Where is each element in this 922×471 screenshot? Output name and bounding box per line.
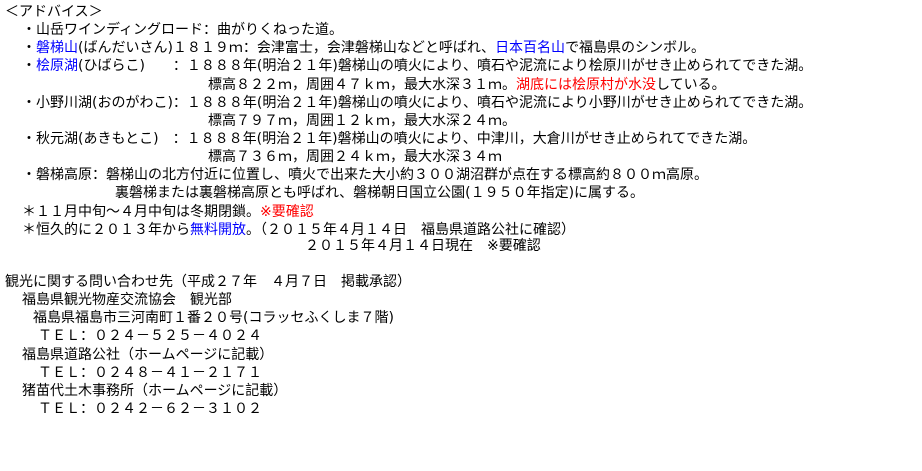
text: 猪苗代土木事務所（ホームページに記載）: [22, 383, 288, 399]
text: 裏磐梯または裏磐梯高原とも呼ばれ、磐梯朝日国立公園(１９５０年指定)に属する。: [115, 185, 645, 201]
text: ・秋元湖(あきもとこ) ：１８８８年(明治２１年)磐梯山の噴火により、中津川，大…: [22, 131, 757, 147]
line: ＊１１月中旬～４月中旬は冬期閉鎖。※要確認: [22, 203, 314, 221]
text: ＜アドバイス＞: [5, 4, 103, 20]
link-text[interactable]: 無料開放: [190, 222, 246, 238]
text: (ばんだいさん)１８１９ｍ：会津富士，会津磐梯山などと呼ばれ、: [78, 40, 496, 56]
line: ・桧原湖(ひばらこ) ：１８８８年(明治２１年)磐梯山の噴火により、噴石や泥流に…: [22, 57, 812, 75]
link-text[interactable]: 磐梯山: [36, 40, 78, 56]
text: ＊１１月中旬～４月中旬は冬期閉鎖。: [22, 204, 260, 220]
line: ＴＥＬ：０２４２－６２－３１０２: [38, 400, 262, 418]
text: ２０１５年４月１４日現在 ※要確認: [305, 238, 541, 254]
line: 猪苗代土木事務所（ホームページに記載）: [22, 382, 287, 400]
line: 裏磐梯または裏磐梯高原とも呼ばれ、磐梯朝日国立公園(１９５０年指定)に属する。: [115, 184, 644, 202]
line: ＴＥＬ：０２４－５２５－４０２４: [38, 327, 262, 345]
text: (ひばらこ) ：１８８８年(明治２１年)磐梯山の噴火により、噴石や泥流により桧原…: [78, 58, 813, 74]
highlight-text: ※要確認: [260, 204, 314, 220]
text: ・小野川湖(おのがわこ)：１８８８年(明治２１年)磐梯山の噴火により、噴石や泥流…: [22, 95, 813, 111]
text: ・: [22, 58, 36, 74]
text: 標高８２２ｍ，周囲４７ｋｍ，最大水深３１ｍ。: [208, 77, 516, 93]
text: ＴＥＬ：０２４－５２５－４０２４: [38, 328, 262, 344]
text: ・: [22, 40, 36, 56]
text: ＴＥＬ：０２４８－４１－２１７１: [38, 365, 262, 381]
text: ・山岳ワインディングロード：曲がりくねった道。: [22, 22, 344, 38]
line: 福島県道路公社（ホームページに記載）: [22, 346, 273, 364]
line: ２０１５年４月１４日現在 ※要確認: [305, 237, 541, 255]
line: ＊恒久的に２０１３年から無料開放。（２０１５年４月１４日 福島県道路公社に確認）: [22, 221, 575, 239]
line: ・小野川湖(おのがわこ)：１８８８年(明治２１年)磐梯山の噴火により、噴石や泥流…: [22, 94, 812, 112]
link-text[interactable]: 日本百名山: [495, 40, 566, 56]
text: 標高７３６ｍ，周囲２４ｋｍ，最大水深３４ｍ: [208, 149, 502, 165]
text: 福島県福島市三河南町１番２０号(コラッセふくしま７階): [33, 310, 394, 326]
text: ＴＥＬ：０２４２－６２－３１０２: [38, 401, 262, 417]
line: ・磐梯高原：磐梯山の北方付近に位置し、噴火で出来た大小約３００湖沼群が点在する標…: [22, 166, 708, 184]
text: ＊恒久的に２０１３年から: [22, 222, 190, 238]
text: 。（２０１５年４月１４日 福島県道路公社に確認）: [246, 222, 575, 238]
line: 標高８２２ｍ，周囲４７ｋｍ，最大水深３１ｍ。湖底には桧原村が水没している。: [208, 76, 726, 94]
heading: ＜アドバイス＞: [5, 3, 103, 21]
line: 福島県福島市三河南町１番２０号(コラッセふくしま７階): [33, 309, 394, 327]
line: 福島県観光物産交流協会 観光部: [22, 291, 232, 309]
line: ・山岳ワインディングロード：曲がりくねった道。: [22, 21, 343, 39]
line: 標高７３６ｍ，周囲２４ｋｍ，最大水深３４ｍ: [208, 148, 502, 166]
line: ・磐梯山(ばんだいさん)１８１９ｍ：会津富士，会津磐梯山などと呼ばれ、日本百名山…: [22, 39, 705, 57]
text: 福島県観光物産交流協会 観光部: [22, 292, 232, 308]
text: 福島県道路公社（ホームページに記載）: [22, 347, 274, 363]
heading: 観光に関する問い合わせ先（平成２７年 ４月７日 掲載承認）: [5, 273, 411, 291]
line: 標高７９７ｍ，周囲１２ｋｍ，最大水深２４ｍ。: [208, 112, 516, 130]
text: 観光に関する問い合わせ先（平成２７年 ４月７日 掲載承認）: [5, 274, 411, 290]
text: 標高７９７ｍ，周囲１２ｋｍ，最大水深２４ｍ。: [208, 113, 516, 129]
text: している。: [656, 77, 726, 93]
text: ・磐梯高原：磐梯山の北方付近に位置し、噴火で出来た大小約３００湖沼群が点在する標…: [22, 167, 708, 183]
highlight-text: 湖底には桧原村が水没: [516, 77, 656, 93]
link-text[interactable]: 桧原湖: [36, 58, 78, 74]
line: ・秋元湖(あきもとこ) ：１８８８年(明治２１年)磐梯山の噴火により、中津川，大…: [22, 130, 756, 148]
text: で福島県のシンボル。: [565, 40, 706, 56]
line: ＴＥＬ：０２４８－４１－２１７１: [38, 364, 262, 382]
